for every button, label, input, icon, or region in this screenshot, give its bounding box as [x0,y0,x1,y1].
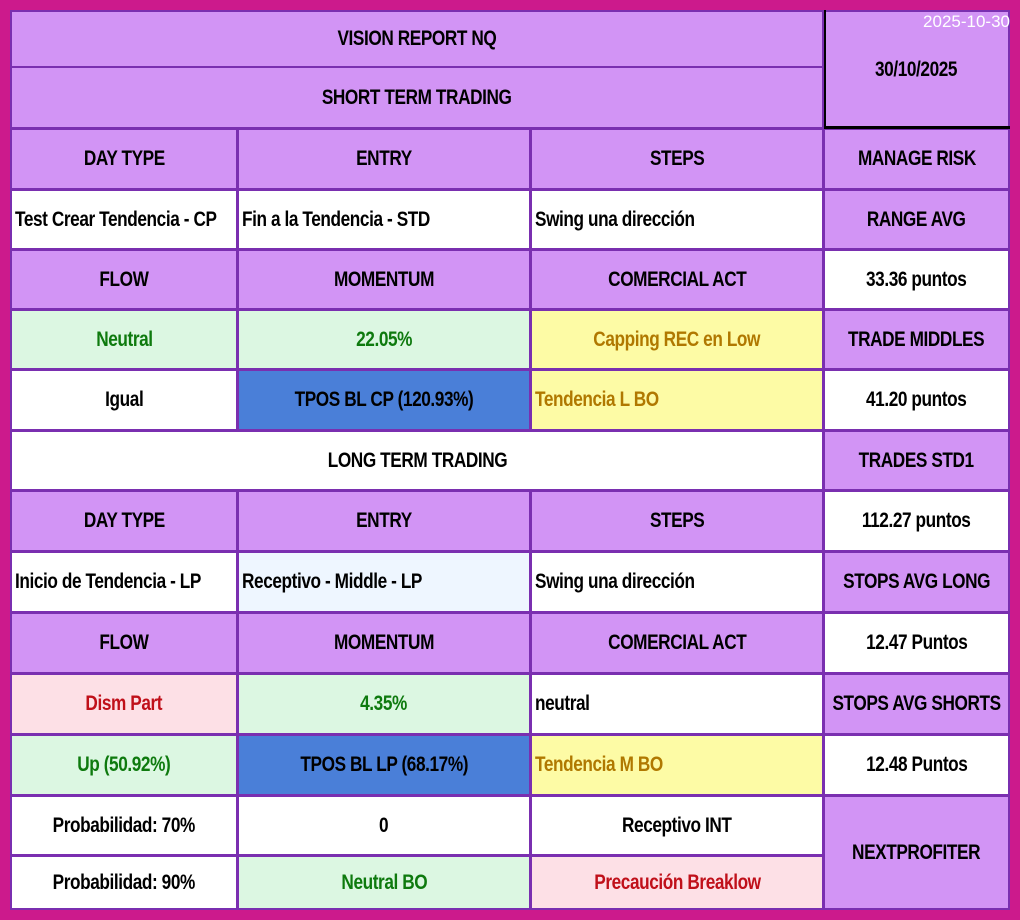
stops-long-label: STOPS AVG LONG [825,553,1008,611]
short-entry-value: Fin a la Tendencia - STD [239,191,529,248]
probability-70-value: 0 [239,797,529,854]
trade-middles-value: 41.20 puntos [825,371,1008,429]
short-daytype-header: DAY TYPE [12,130,236,188]
date-underline [824,126,1010,129]
long-entry-header: ENTRY [239,492,529,550]
brand-nextprofiter: NEXTPROFITER [825,797,1008,908]
probability-70-note: Receptivo INT [532,797,822,854]
long-momentum-value: 4.35% [239,675,529,733]
long-term-section-title: LONG TERM TRADING [12,432,822,489]
short-term-section-title: SHORT TERM TRADING [12,68,822,127]
probability-90: Probabilidad: 90% [12,857,236,908]
probability-90-value: Neutral BO [239,857,529,908]
short-momentum-value: 22.05% [239,311,529,368]
date-stamp: 2025-10-30 [923,12,1010,31]
short-steps-header: STEPS [532,130,822,188]
long-flow2-value: Up (50.92%) [12,736,236,794]
date-divider-line [824,10,826,128]
long-entry-value: Receptivo - Middle - LP [239,553,529,611]
long-momentum-header: MOMENTUM [239,614,529,672]
long-steps-header: STEPS [532,492,822,550]
long-flow-header: FLOW [12,614,236,672]
long-comercial-header: COMERCIAL ACT [532,614,822,672]
probability-70: Probabilidad: 70% [12,797,236,854]
trade-middles-label: TRADE MIDDLES [825,311,1008,368]
long-tpos-value: TPOS BL LP (68.17%) [239,736,529,794]
short-steps-value: Swing una dirección [532,191,822,248]
short-comercial-value: Capping REC en Low [532,311,822,368]
probability-90-note: Precaución Breaklow [532,857,822,908]
range-avg-label: RANGE AVG [825,191,1008,248]
manage-risk-header: MANAGE RISK [825,130,1008,188]
short-entry-header: ENTRY [239,130,529,188]
stops-long-value: 12.47 Puntos [825,614,1008,672]
range-avg-value: 33.36 puntos [825,251,1008,308]
short-flow2-value: Igual [12,371,236,429]
short-comercial-header: COMERCIAL ACT [532,251,822,308]
long-comercial2-value: Tendencia M BO [532,736,822,794]
short-daytype-value: Test Crear Tendencia - CP [12,191,236,248]
report-date: 30/10/2025 [825,12,1008,127]
long-daytype-header: DAY TYPE [12,492,236,550]
short-tpos-value: TPOS BL CP (120.93%) [239,371,529,429]
long-comercial-value: neutral [532,675,822,733]
short-flow-header: FLOW [12,251,236,308]
short-comercial2-value: Tendencia L BO [532,371,822,429]
short-flow-value: Neutral [12,311,236,368]
long-flow-value: Dism Part [12,675,236,733]
short-momentum-header: MOMENTUM [239,251,529,308]
report-title: VISION REPORT NQ [12,12,822,66]
stops-short-label: STOPS AVG SHORTS [825,675,1008,733]
long-steps-value: Swing una dirección [532,553,822,611]
stops-short-value: 12.48 Puntos [825,736,1008,794]
trades-std1-label: TRADES STD1 [825,432,1008,489]
long-daytype-value: Inicio de Tendencia - LP [12,553,236,611]
trades-std1-value: 112.27 puntos [825,492,1008,550]
